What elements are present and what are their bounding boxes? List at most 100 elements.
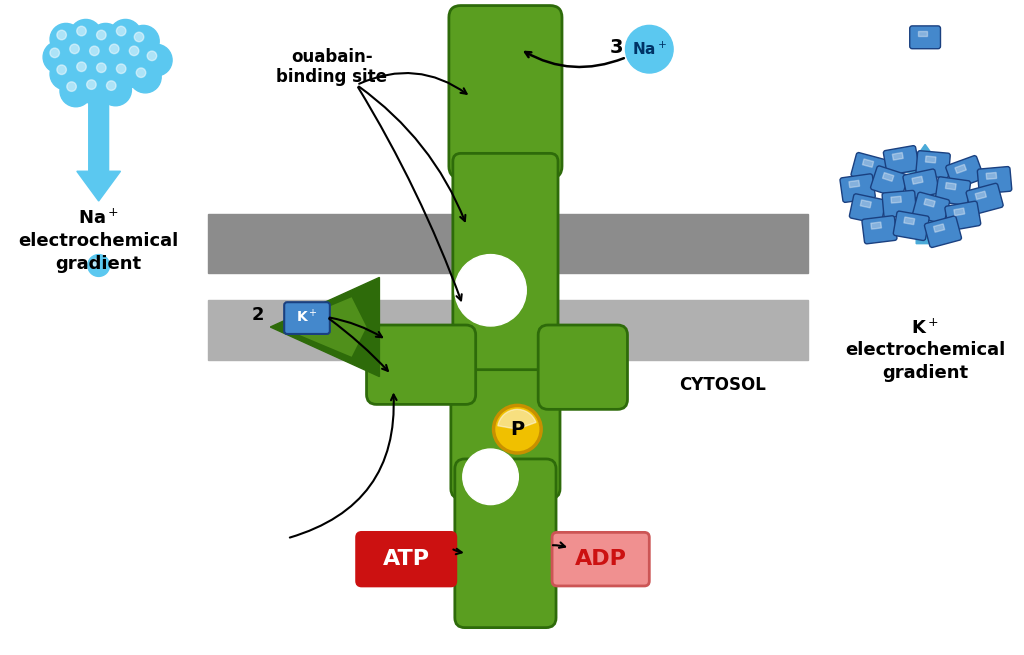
Polygon shape bbox=[297, 297, 367, 357]
FancyBboxPatch shape bbox=[893, 211, 929, 240]
Polygon shape bbox=[870, 222, 882, 229]
Circle shape bbox=[96, 63, 106, 73]
Circle shape bbox=[50, 48, 59, 58]
Polygon shape bbox=[924, 198, 935, 207]
Circle shape bbox=[99, 74, 131, 105]
Circle shape bbox=[57, 65, 67, 75]
Circle shape bbox=[626, 26, 673, 73]
FancyBboxPatch shape bbox=[915, 151, 950, 178]
FancyBboxPatch shape bbox=[849, 194, 886, 224]
FancyBboxPatch shape bbox=[909, 26, 940, 48]
Bar bbox=[208, 300, 808, 360]
Polygon shape bbox=[904, 217, 914, 225]
Circle shape bbox=[90, 56, 122, 88]
Polygon shape bbox=[945, 183, 956, 190]
Polygon shape bbox=[862, 159, 873, 167]
FancyBboxPatch shape bbox=[903, 169, 939, 199]
Polygon shape bbox=[883, 172, 894, 181]
FancyBboxPatch shape bbox=[451, 369, 560, 498]
Circle shape bbox=[77, 62, 86, 71]
Text: Na$^+$: Na$^+$ bbox=[632, 41, 667, 58]
Circle shape bbox=[67, 82, 77, 91]
Circle shape bbox=[106, 81, 116, 90]
Circle shape bbox=[140, 45, 172, 76]
FancyArrow shape bbox=[77, 102, 121, 201]
Circle shape bbox=[62, 37, 94, 69]
Text: K$^+$
electrochemical
gradient: K$^+$ electrochemical gradient bbox=[845, 318, 1006, 382]
Circle shape bbox=[129, 46, 139, 56]
FancyBboxPatch shape bbox=[946, 156, 984, 189]
FancyBboxPatch shape bbox=[840, 174, 876, 202]
Circle shape bbox=[147, 51, 157, 61]
Circle shape bbox=[117, 26, 126, 36]
Circle shape bbox=[127, 26, 159, 57]
Polygon shape bbox=[955, 164, 967, 174]
Text: ADP: ADP bbox=[574, 549, 627, 569]
Circle shape bbox=[90, 24, 122, 55]
Circle shape bbox=[43, 41, 75, 73]
Circle shape bbox=[83, 39, 115, 71]
Circle shape bbox=[110, 44, 119, 54]
Circle shape bbox=[494, 405, 541, 453]
FancyBboxPatch shape bbox=[925, 216, 962, 248]
FancyBboxPatch shape bbox=[449, 5, 562, 178]
Circle shape bbox=[463, 449, 518, 504]
Text: ouabain-
binding site: ouabain- binding site bbox=[276, 48, 387, 86]
Polygon shape bbox=[860, 200, 871, 208]
Text: 3: 3 bbox=[610, 38, 624, 57]
Polygon shape bbox=[912, 176, 923, 184]
Wedge shape bbox=[498, 409, 536, 429]
FancyArrow shape bbox=[905, 145, 945, 244]
FancyBboxPatch shape bbox=[912, 192, 949, 223]
FancyBboxPatch shape bbox=[935, 177, 971, 205]
FancyBboxPatch shape bbox=[453, 153, 558, 398]
Circle shape bbox=[50, 24, 82, 55]
Circle shape bbox=[70, 55, 101, 87]
Circle shape bbox=[88, 255, 110, 276]
FancyBboxPatch shape bbox=[966, 183, 1004, 215]
Polygon shape bbox=[986, 172, 996, 179]
Polygon shape bbox=[849, 180, 859, 187]
FancyBboxPatch shape bbox=[356, 533, 456, 586]
Circle shape bbox=[90, 46, 99, 56]
Circle shape bbox=[92, 259, 99, 266]
Circle shape bbox=[102, 37, 134, 69]
Circle shape bbox=[129, 61, 161, 93]
Circle shape bbox=[70, 44, 79, 54]
Polygon shape bbox=[270, 278, 380, 377]
Circle shape bbox=[123, 39, 155, 71]
Circle shape bbox=[110, 57, 141, 89]
FancyBboxPatch shape bbox=[870, 166, 908, 198]
Polygon shape bbox=[891, 196, 901, 203]
FancyBboxPatch shape bbox=[455, 459, 556, 627]
FancyBboxPatch shape bbox=[862, 215, 897, 244]
Circle shape bbox=[117, 64, 126, 73]
Text: ATP: ATP bbox=[383, 549, 430, 569]
Polygon shape bbox=[953, 208, 965, 215]
Circle shape bbox=[455, 255, 526, 326]
Circle shape bbox=[57, 30, 67, 40]
Polygon shape bbox=[926, 156, 936, 163]
FancyBboxPatch shape bbox=[851, 153, 888, 184]
Bar bbox=[208, 214, 808, 273]
FancyBboxPatch shape bbox=[882, 191, 916, 217]
FancyBboxPatch shape bbox=[539, 325, 628, 409]
Circle shape bbox=[110, 20, 141, 51]
Polygon shape bbox=[918, 31, 927, 36]
FancyBboxPatch shape bbox=[945, 201, 981, 231]
Circle shape bbox=[136, 68, 145, 77]
Text: K$^+$: K$^+$ bbox=[296, 309, 317, 326]
Polygon shape bbox=[892, 153, 903, 160]
Text: Na$^+$
electrochemical
gradient: Na$^+$ electrochemical gradient bbox=[18, 209, 179, 272]
FancyBboxPatch shape bbox=[552, 533, 649, 586]
Text: P: P bbox=[510, 420, 524, 439]
Circle shape bbox=[134, 32, 143, 42]
FancyBboxPatch shape bbox=[367, 325, 476, 404]
Text: 2: 2 bbox=[251, 306, 263, 324]
FancyBboxPatch shape bbox=[977, 166, 1012, 194]
Polygon shape bbox=[975, 191, 986, 200]
Circle shape bbox=[60, 75, 92, 107]
Circle shape bbox=[70, 20, 101, 51]
Circle shape bbox=[50, 58, 82, 90]
FancyBboxPatch shape bbox=[884, 145, 920, 175]
